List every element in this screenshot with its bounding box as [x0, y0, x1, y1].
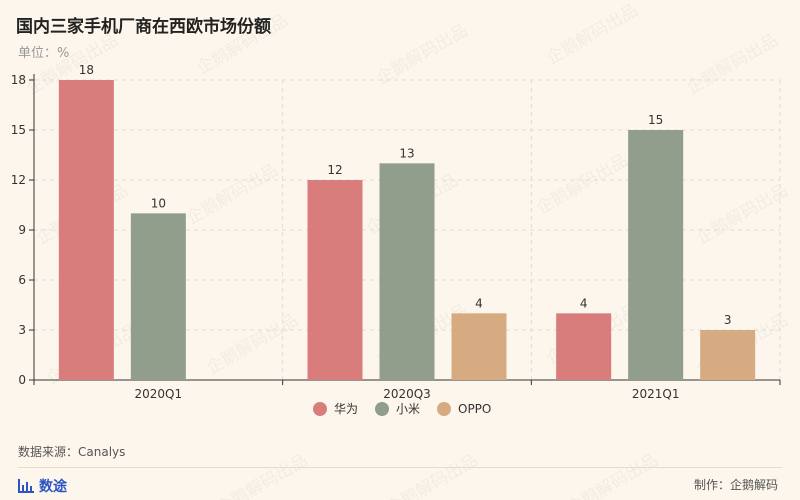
bar-OPPO-2020Q3	[451, 313, 507, 380]
legend-label: 华为	[334, 402, 358, 416]
chart-title: 国内三家手机厂商在西欧市场份额	[16, 17, 271, 37]
bar-华为-2020Q3	[307, 180, 363, 380]
legend-label: 小米	[396, 402, 420, 416]
data-label: 4	[580, 296, 588, 310]
legend-marker-华为	[313, 402, 327, 416]
legend-marker-OPPO	[437, 402, 451, 416]
bar-chart-icon	[18, 479, 34, 493]
bar-小米-2020Q3	[379, 163, 435, 380]
x-tick-label: 2021Q1	[632, 387, 680, 401]
bar-华为-2021Q1	[556, 313, 612, 380]
bar-OPPO-2021Q1	[700, 330, 756, 380]
bar-小米-2020Q1	[130, 213, 186, 380]
y-tick-label: 9	[18, 223, 26, 237]
brand-logo: 数途	[18, 476, 67, 496]
y-tick-label: 6	[18, 273, 26, 287]
bar-华为-2020Q1	[58, 80, 114, 380]
data-label: 10	[151, 196, 166, 210]
data-source: 数据来源：Canalys	[18, 445, 126, 459]
watermark-text: 企鹅解码出品	[381, 446, 481, 500]
unit-label: 单位：%	[18, 46, 70, 61]
bar-chart: 0 3 6 9 12 15 18 18 10 2020Q1 12 13 4 2020Q3 4 15 3 2021Q…	[11, 63, 781, 416]
x-tick-label: 2020Q1	[135, 387, 183, 401]
y-tick-label: 18	[11, 73, 26, 87]
data-label: 15	[648, 113, 663, 127]
data-label: 4	[475, 296, 483, 310]
y-tick-label: 0	[18, 373, 26, 387]
watermark-text: 企鹅解码出品	[561, 446, 661, 500]
data-label: 12	[327, 163, 342, 177]
footer-divider	[18, 467, 782, 468]
data-label: 3	[724, 313, 732, 327]
maker-credit: 制作：企鹅解码	[693, 478, 778, 492]
bar-小米-2021Q1	[628, 130, 684, 380]
data-label: 13	[399, 146, 414, 160]
y-tick-label: 3	[18, 323, 26, 337]
x-tick-label: 2020Q3	[383, 387, 431, 401]
brand-name: 数途	[39, 479, 67, 495]
watermark-text: 企鹅解码出品	[211, 446, 311, 500]
legend-label: OPPO	[458, 402, 491, 416]
y-tick-label: 12	[11, 173, 26, 187]
y-tick-label: 15	[11, 123, 26, 137]
data-label: 18	[79, 63, 94, 77]
legend-marker-小米	[375, 402, 389, 416]
